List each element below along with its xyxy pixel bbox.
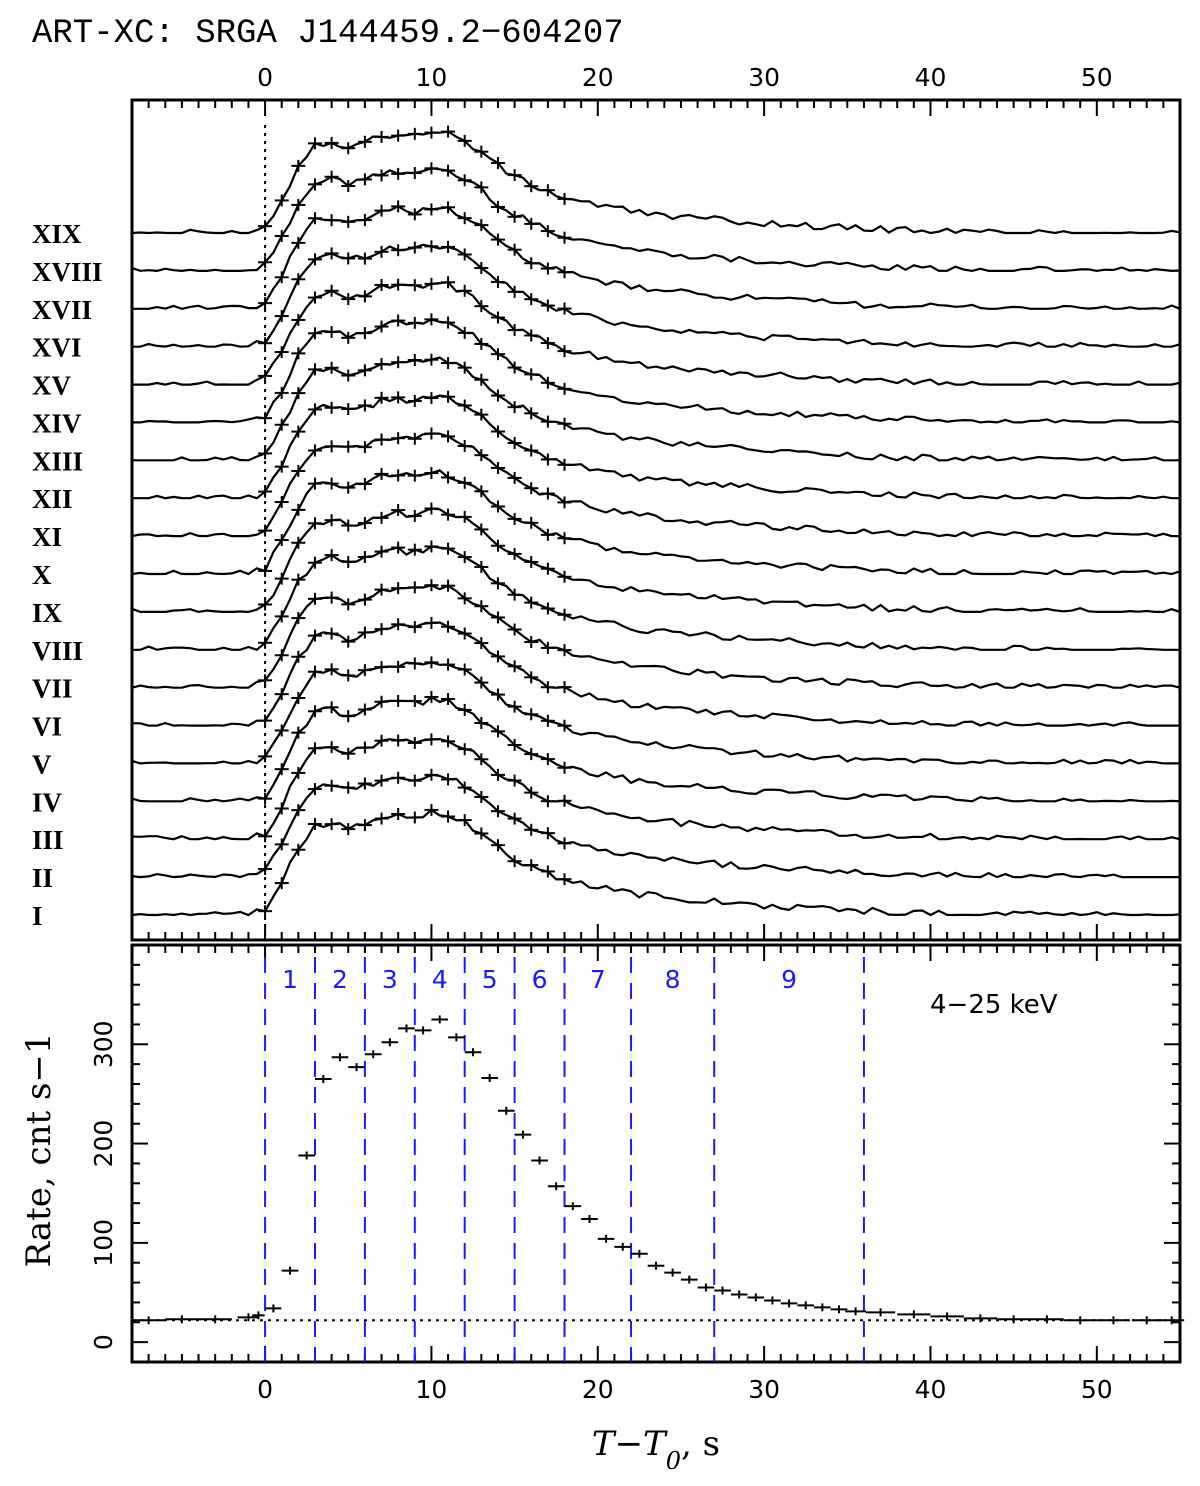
curve-label: IV [32, 787, 63, 817]
curve-label: XVIII [32, 257, 103, 287]
y-tick-label: 100 [89, 1219, 118, 1267]
light-curve [132, 243, 1181, 348]
light-curve [131, 773, 1180, 879]
light-curve [131, 808, 1181, 917]
interval-label: 1 [282, 965, 298, 994]
curve-label: XI [32, 522, 62, 552]
bottom-x-tick-label: 10 [416, 1375, 448, 1404]
curve-label: VI [32, 712, 62, 742]
light-curve [131, 130, 1181, 235]
interval-label: 9 [781, 965, 797, 994]
interval-label: 8 [665, 965, 681, 994]
rate-points [132, 1015, 1185, 1325]
y-tick-label: 0 [89, 1334, 118, 1350]
y-axis-label: Rate, cnt s−1 [19, 1032, 59, 1267]
bottom-x-tick-label: 0 [257, 1375, 273, 1404]
bottom-panel: 0 10 20 30 40 50 0 100 200 300 1 2 3 4 5 6 7 8 9 4−25 keV… [19, 943, 1185, 1475]
curve-label: I [32, 901, 43, 931]
energy-band-label: 4−25 keV [930, 990, 1058, 1020]
light-curve [131, 695, 1181, 803]
top-x-tick-label: 0 [257, 63, 273, 92]
bottom-x-tick-label: 30 [748, 1375, 780, 1404]
interval-label: 3 [382, 965, 398, 994]
interval-label: 6 [532, 965, 548, 994]
top-panel: 0 10 20 30 40 50 XIXXVIIIXVIIXVIXVXIVXIIIXIIX… [32, 63, 1182, 942]
top-axis-ticks [131, 100, 1181, 940]
y-tick-label: 300 [89, 1020, 118, 1068]
light-curve [131, 432, 1180, 538]
light-curve [131, 621, 1180, 727]
light-curve [131, 469, 1181, 576]
interval-label: 4 [432, 965, 448, 994]
curve-label: X [32, 560, 52, 590]
curve-labels: XIXXVIIIXVIIXVIXVXIVXIIIXIIXIXIXVIIIVIIV… [32, 219, 103, 931]
top-x-tick-label: 30 [748, 63, 780, 92]
bottom-panel-frame [130, 943, 1182, 1364]
top-x-tick-label: 50 [1081, 63, 1113, 92]
bottom-x-tick-label: 40 [915, 1375, 947, 1404]
curve-label: II [32, 863, 53, 893]
curve-label: XIV [32, 408, 82, 438]
light-curve [132, 318, 1181, 424]
curve-label: XVII [32, 295, 92, 325]
interval-label: 2 [332, 965, 348, 994]
light-curve [131, 737, 1181, 841]
interval-label: 7 [590, 965, 606, 994]
light-curve [131, 167, 1181, 273]
light-curve [132, 356, 1180, 462]
interval-labels: 1 2 3 4 5 6 7 8 9 [282, 965, 797, 994]
top-panel-frame [130, 98, 1182, 942]
light-curve [132, 394, 1180, 500]
light-curve [132, 545, 1180, 652]
y-tick-label: 200 [89, 1120, 118, 1168]
curve-label: VIII [32, 636, 83, 666]
curve-label: XVI [32, 333, 82, 363]
bottom-x-tick-label: 50 [1081, 1375, 1113, 1404]
interval-boundaries [264, 957, 865, 1362]
curve-label: IX [32, 598, 63, 628]
bottom-x-tick-label: 20 [582, 1375, 614, 1404]
top-x-tick-label: 40 [915, 63, 947, 92]
light-curve [131, 661, 1180, 765]
curve-label: XIX [32, 219, 82, 249]
curve-label: XIII [32, 446, 83, 476]
light-curve [132, 281, 1181, 386]
bottom-axis-tick-labels: 0 10 20 30 40 50 0 100 200 300 [89, 1020, 1113, 1404]
curve-label: XV [32, 371, 71, 401]
figure-title: ART-XC: SRGA J144459.2−604207 [32, 15, 624, 53]
light-curves [131, 125, 1181, 918]
interval-label: 5 [482, 965, 498, 994]
curve-label: XII [32, 484, 73, 514]
top-x-tick-label: 10 [416, 63, 448, 92]
x-axis-label: T−T0, s [592, 1424, 720, 1475]
light-curve [131, 507, 1181, 614]
curve-label: III [32, 825, 64, 855]
curve-label: VII [32, 674, 73, 704]
top-x-tick-label: 20 [582, 63, 614, 92]
light-curve [132, 205, 1181, 310]
curve-label: V [32, 749, 52, 779]
top-axis-tick-labels: 0 10 20 30 40 50 [257, 63, 1113, 92]
light-curve [131, 584, 1181, 689]
